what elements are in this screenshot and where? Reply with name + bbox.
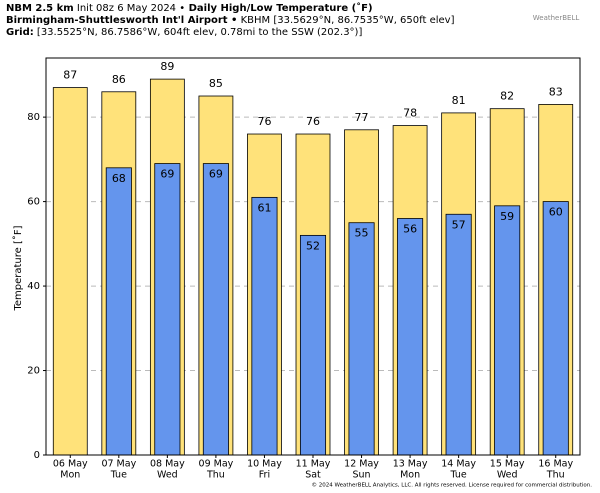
header-segment: Daily High/Low Temperature (˚F) — [185, 2, 372, 14]
x-tick-label: 06 May — [53, 459, 88, 470]
data-label: 69 — [209, 168, 223, 181]
data-label: 81 — [452, 94, 466, 107]
x-tick-label: 14 May — [441, 459, 476, 470]
x-tick-label: Thu — [546, 470, 565, 481]
x-tick-label: 08 May — [150, 459, 185, 470]
header-segment: Grid: — [6, 27, 34, 38]
x-tick-label: 15 May — [490, 459, 525, 470]
bar — [154, 163, 181, 456]
x-tick-label: Tue — [110, 470, 127, 481]
x-tick-label: 07 May — [101, 459, 136, 470]
bar — [52, 87, 88, 456]
bar — [542, 201, 569, 456]
x-tick-label: Tue — [450, 470, 467, 481]
data-label: 56 — [403, 222, 417, 235]
bar — [299, 234, 327, 456]
header-line: Birmingham-Shuttlesworth Int'l Airport •… — [6, 15, 455, 26]
data-label: 87 — [63, 69, 77, 82]
x-tick-label: 11 May — [296, 459, 331, 470]
x-tick-label: Fri — [259, 470, 270, 481]
y-tick-label: 0 — [34, 450, 40, 461]
x-tick-label: 12 May — [344, 459, 379, 470]
y-tick-label: 60 — [27, 197, 40, 208]
y-tick-label: 80 — [27, 112, 40, 123]
y-tick-label: 20 — [27, 366, 40, 377]
header-segment: [33.5525°N, 86.7586°W, 604ft elev, 0.78m… — [34, 27, 363, 38]
bar — [397, 218, 424, 456]
header-segment: Birmingham-Shuttlesworth Int'l Airport • — [6, 15, 237, 26]
data-label: 89 — [160, 60, 174, 73]
bar — [494, 205, 521, 456]
x-tick-label: 09 May — [199, 459, 234, 470]
data-label: 59 — [500, 210, 514, 223]
x-tick-label: Wed — [497, 470, 518, 481]
data-label: 77 — [355, 111, 369, 124]
bar — [251, 196, 278, 456]
bar — [105, 167, 132, 456]
footer: © 2024 WeatherBELL Analytics, LLC. All r… — [312, 482, 593, 489]
x-tick-label: Mon — [400, 470, 420, 481]
data-label: 68 — [112, 172, 126, 185]
data-label: 55 — [355, 227, 369, 240]
bar — [202, 163, 229, 456]
data-label: 76 — [306, 115, 320, 128]
header-line: Grid: [33.5525°N, 86.7586°W, 604ft elev,… — [6, 27, 362, 38]
data-label: 69 — [160, 168, 174, 181]
data-label: 61 — [257, 201, 271, 214]
header-segment: Init 08z 6 May 2024 • — [74, 3, 185, 14]
y-axis-label: Temperature [˚F] — [12, 225, 24, 311]
plot-frame — [45, 57, 581, 456]
x-tick-label: Mon — [60, 470, 80, 481]
bar — [445, 213, 472, 456]
x-tick-label: Thu — [206, 470, 225, 481]
x-tick-label: Sat — [305, 470, 321, 481]
x-tick-label: 10 May — [247, 459, 282, 470]
data-label: 86 — [112, 73, 126, 86]
y-tick-label: 40 — [27, 281, 40, 292]
data-label: 78 — [403, 107, 417, 120]
data-label: 83 — [549, 85, 563, 98]
header-segment: KBHM [33.5629°N, 86.7535°W, 650ft elev] — [237, 15, 454, 26]
data-label: 60 — [549, 206, 563, 219]
data-label: 52 — [306, 239, 320, 252]
x-tick-label: 16 May — [538, 459, 573, 470]
data-label: 82 — [500, 90, 514, 103]
bar — [348, 222, 375, 456]
header-line: NBM 2.5 km Init 08z 6 May 2024 • Daily H… — [6, 2, 373, 14]
data-label: 57 — [452, 218, 466, 231]
header-segment: NBM 2.5 km — [6, 3, 74, 14]
data-label: 76 — [257, 115, 271, 128]
x-tick-label: Sun — [353, 470, 371, 481]
x-tick-label: Wed — [157, 470, 178, 481]
data-label: 85 — [209, 77, 223, 90]
logo: WeatherBELL — [533, 14, 580, 22]
x-tick-label: 13 May — [393, 459, 428, 470]
